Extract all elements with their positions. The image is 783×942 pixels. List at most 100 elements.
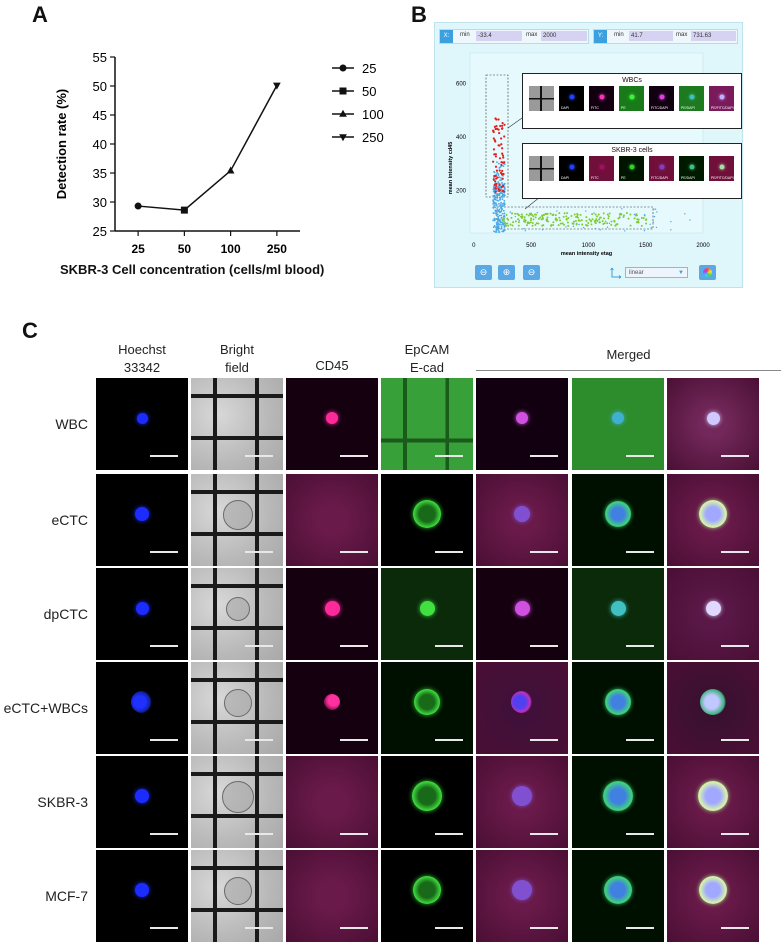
color-wheel-button[interactable] [699, 265, 716, 280]
micrograph-tile [286, 378, 378, 470]
micrograph-tile [381, 378, 473, 470]
scatter-point [562, 215, 565, 218]
scatter-point [582, 226, 585, 229]
y-max-input[interactable]: 731.63 [691, 31, 736, 41]
grid-line [255, 568, 259, 660]
scatter-point [497, 217, 500, 219]
scatter-point [498, 193, 501, 196]
zoom-reset-button[interactable]: ⊖ [523, 265, 540, 280]
y-tick-label: 40 [93, 137, 107, 152]
scatter-point [518, 219, 520, 222]
scatter-point [500, 206, 502, 209]
scale-bar [530, 455, 558, 457]
row-label: dpCTC [43, 606, 88, 622]
scatter-point [557, 224, 560, 227]
scatter-point [495, 214, 498, 216]
scatter-point [653, 215, 656, 218]
scatter-point [498, 176, 501, 179]
scatter-point [500, 214, 503, 217]
scatter-point [534, 223, 537, 226]
scatter-point [500, 137, 503, 140]
scatter-point [534, 216, 537, 219]
x-max-label: max [526, 32, 538, 38]
y-min-label: min [614, 32, 624, 38]
scatter-point [492, 130, 495, 134]
cell [223, 500, 253, 530]
scatter-point [579, 213, 582, 216]
scatter-point [539, 216, 542, 219]
scatter-point [602, 222, 605, 225]
scatter-point [551, 214, 554, 217]
scatter-point [503, 199, 506, 202]
scatter-point [527, 214, 530, 217]
scatter-point [494, 186, 497, 190]
scatter-point [504, 222, 507, 225]
scale-bar [245, 739, 273, 741]
inset-thumbnail: FITC/DAPI [649, 86, 674, 111]
grid-line [191, 720, 283, 724]
scatter-point [494, 190, 497, 193]
scatter-point [670, 221, 672, 223]
scale-bar [626, 455, 654, 457]
row-label: SKBR-3 [37, 794, 88, 810]
y-axis-title: Detection rate (%) [54, 89, 69, 200]
cell-dot [659, 164, 664, 170]
scatter-point [502, 185, 505, 188]
micrograph-tile [96, 850, 188, 942]
scale-select[interactable]: linear ▼ [625, 267, 688, 278]
scale-bar [626, 927, 654, 929]
zoom-out-button[interactable]: ⊖ [475, 265, 492, 280]
micrograph-tile [96, 756, 188, 848]
cell [135, 507, 149, 521]
micrograph-tile [572, 756, 664, 848]
scatter-point [498, 196, 501, 199]
cell [699, 876, 727, 904]
scatter-point [624, 230, 626, 232]
grid-line [213, 662, 217, 754]
y-tick-label: 55 [93, 50, 107, 65]
scatter-point [566, 221, 569, 224]
scatter-point [495, 127, 499, 130]
data-point [273, 82, 281, 90]
scatter-point [499, 171, 503, 174]
cell [324, 694, 340, 710]
column-header-line: field [225, 360, 249, 375]
scatter-point [523, 227, 525, 230]
cell [698, 781, 728, 811]
scatter-point [585, 216, 588, 219]
scatter-point [525, 213, 528, 216]
scatter-point [537, 217, 540, 220]
scatter-point [501, 203, 504, 205]
y-min-input[interactable]: 41.7 [629, 31, 673, 41]
scatter-point [501, 127, 504, 130]
scale-bar [626, 739, 654, 741]
scatter-point [500, 225, 503, 228]
grid-line [191, 584, 283, 588]
x-max-input[interactable]: 2000 [541, 31, 587, 41]
panel-letter-a: A [32, 2, 48, 27]
legend-label: 25 [362, 61, 376, 76]
scale-bar [340, 551, 368, 553]
grid-line [191, 814, 283, 818]
scatter-point [633, 213, 636, 216]
scatter-point [498, 131, 501, 135]
detection-rate-chart: 25 30 35 40 45 50 55 25 50 100 250 Detection rate (… [54, 50, 384, 256]
skbr3-inset-title: SKBR-3 cells [611, 147, 653, 154]
scatter-point [492, 148, 496, 151]
scatter-point [499, 166, 502, 168]
scatter-point [652, 221, 654, 223]
inset-channel-label: FITC/DAPI [651, 176, 668, 180]
panel-letter-c: C [22, 318, 38, 343]
scale-bar [340, 455, 368, 457]
scatter-point [493, 195, 496, 197]
scale-bar [530, 739, 558, 741]
scatter-point [501, 198, 504, 201]
scale-bar [435, 645, 463, 647]
scatter-point [501, 205, 504, 207]
scatter-point [500, 164, 503, 167]
inset-thumbnail: FITC [589, 156, 614, 181]
scale-bar [150, 739, 178, 741]
zoom-in-button[interactable]: ⊕ [498, 265, 515, 280]
scatter-point [502, 217, 505, 220]
x-min-input[interactable]: -33.4 [476, 31, 522, 41]
